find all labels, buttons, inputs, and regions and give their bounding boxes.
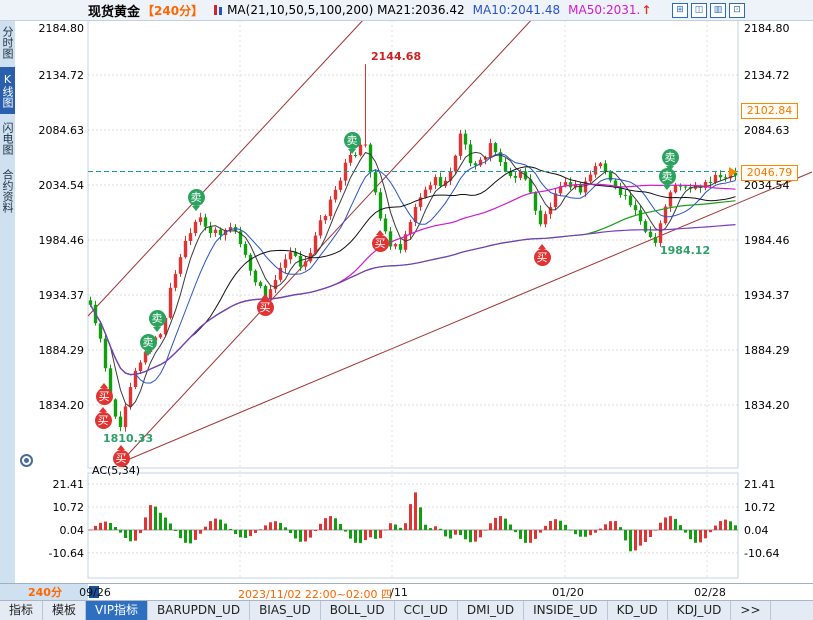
record-toggle-icon[interactable]	[20, 454, 33, 467]
time-tick-1: /11	[390, 586, 408, 599]
price-tick-left-2: 2084.63	[38, 123, 85, 137]
sidebar-item-time-share-chart[interactable]: 分时图	[1, 26, 14, 59]
tab-cci-ud[interactable]: CCI_UD	[395, 601, 458, 620]
sidebar-item-contract-info[interactable]: 合约资料	[1, 169, 14, 213]
grid-layout-icon[interactable]: ⊞	[672, 3, 688, 18]
tab-template[interactable]: 模板	[43, 601, 87, 620]
sell-signal-marker: 卖	[343, 131, 361, 154]
toolbar: 现货黄金 【240分】 MA(21,10,50,5,100,200) MA21:…	[0, 0, 813, 21]
tab-dmi-ud[interactable]: DMI_UD	[458, 601, 525, 620]
ac-tick-left-2: 0.04	[59, 523, 85, 537]
chart-type-sidebar: 分时图 K线图闪电图合约资料	[0, 20, 15, 583]
price-tick-right-0: 2184.80	[744, 22, 790, 35]
ac-tick-left-0: 21.41	[52, 477, 85, 491]
sidebar-item-lightning-chart[interactable]: 闪电图	[1, 122, 14, 155]
ma10-value: MA10:2041.48	[472, 3, 561, 17]
price-tick-left-4: 1984.46	[38, 233, 85, 247]
buy-marker-tail-icon	[261, 293, 269, 299]
price-tick-right-4: 1984.46	[744, 233, 790, 247]
candles-icon	[213, 4, 224, 16]
ac-tick-left-1: 10.72	[52, 500, 85, 514]
buy-signal-marker: 买	[94, 406, 112, 429]
sell-marker-tail-icon	[153, 326, 161, 332]
tab-more[interactable]: >>	[731, 601, 771, 620]
sell-signal-marker: 卖	[148, 309, 166, 332]
ac-tick-right-1: 10.72	[744, 500, 776, 514]
ac-indicator-label: AC(5,34)	[92, 464, 141, 477]
trend-up-arrow-icon: ↑	[641, 3, 652, 17]
buy-marker-tail-icon	[538, 243, 546, 249]
bottom-period-label: 240分	[0, 584, 88, 601]
current-price-arrow-icon	[729, 166, 737, 177]
split-horizontal-icon[interactable]: ◫	[691, 3, 707, 18]
buy-signal-marker: 买	[533, 243, 551, 266]
tab-bias-ud[interactable]: BIAS_UD	[250, 601, 321, 620]
buy-marker-tail-icon	[99, 406, 107, 412]
chart-panel-icon[interactable]: ▥	[710, 3, 726, 18]
buy-marker-tail-icon	[100, 382, 108, 388]
tab-inside-ud[interactable]: INSIDE_UD	[524, 601, 608, 620]
time-tick-0: 09/26	[79, 586, 111, 599]
tab-vip-indicator[interactable]: VIP指标	[86, 601, 149, 620]
buy-marker-tail-icon	[376, 229, 384, 235]
price-tick-right-6: 1884.29	[744, 343, 790, 357]
sell-marker-tail-icon	[144, 350, 152, 356]
price-annotation-0: 2144.68	[371, 50, 422, 63]
symbol-title: 现货黄金	[88, 4, 141, 20]
sell-signal-marker: 卖	[139, 333, 157, 356]
price-tick-left-7: 1834.20	[38, 398, 85, 412]
indicator-tab-bar: 指标 模板 VIP指标 BARUPDN_UD BIAS_UD BOLL_UD CCI_UD D…	[0, 600, 813, 620]
tab-kd-ud[interactable]: KD_UD	[608, 601, 668, 620]
tab-barupdn-ud[interactable]: BARUPDN_UD	[148, 601, 251, 620]
tab-kdj-ud[interactable]: KDJ_UD	[668, 601, 732, 620]
price-box-1: 2046.79	[741, 164, 798, 181]
sell-signal-marker: 卖	[187, 188, 205, 211]
ac-tick-left-3: -10.64	[48, 546, 84, 560]
sidebar-item-kline-chart[interactable]: K线图	[0, 67, 15, 114]
sell-marker-tail-icon	[348, 148, 356, 154]
price-box-0: 2102.84	[741, 102, 798, 119]
price-tick-right-3: 2034.54	[744, 179, 790, 192]
crosshair-time-info: 2023/11/02 22:00~02:00 四	[238, 588, 393, 601]
price-tick-right-1: 2134.72	[744, 68, 790, 82]
price-annotation-2: 1984.12	[660, 244, 711, 257]
maximize-icon[interactable]: ⊡	[729, 3, 745, 18]
time-axis-row: 240分 2023/11/02 22:00~02:00 四 09/26/11 01…	[0, 583, 813, 601]
price-tick-left-3: 2034.54	[38, 179, 85, 192]
price-annotation-1: 1810.33	[103, 432, 154, 445]
price-tick-left-6: 1884.29	[38, 343, 85, 357]
ac-tick-right-3: -10.64	[744, 546, 780, 560]
buy-signal-marker: 买	[256, 293, 274, 316]
price-tick-right-7: 1834.20	[744, 398, 790, 412]
buy-signal-marker: 买	[112, 444, 130, 467]
ac-tick-right-2: 0.04	[744, 523, 769, 537]
time-tick-2: 01/20	[552, 586, 584, 599]
sell-signal-marker: 卖	[661, 148, 679, 171]
sell-marker-tail-icon	[663, 184, 671, 190]
time-tick-3: 02/28	[694, 586, 726, 599]
price-tick-left-5: 1934.37	[38, 288, 85, 302]
period-label: 【240分】	[142, 3, 204, 18]
tab-indicator[interactable]: 指标	[0, 601, 44, 620]
tab-boll-ud[interactable]: BOLL_UD	[321, 601, 395, 620]
price-tick-right-2: 2084.63	[744, 123, 790, 137]
axis-collapse-button[interactable]	[89, 586, 99, 598]
buy-marker-tail-icon	[117, 444, 125, 450]
toolbar-window-icons: ⊞ ◫ ▥ ⊡	[672, 3, 745, 18]
sell-signal-marker: 卖	[658, 167, 676, 190]
price-tick-left-1: 2134.72	[38, 68, 85, 82]
sell-marker-tail-icon	[192, 205, 200, 211]
ac-tick-right-0: 21.41	[744, 477, 776, 491]
ma-legend: MA(21,10,50,5,100,200) MA21:2036.42	[227, 3, 465, 17]
buy-signal-marker: 买	[371, 229, 389, 252]
price-tick-right-5: 1934.37	[744, 288, 790, 302]
ma50-value: MA50:2031.	[568, 3, 641, 17]
buy-signal-marker: 买	[95, 382, 113, 405]
price-tick-left-0: 2184.80	[38, 22, 85, 35]
